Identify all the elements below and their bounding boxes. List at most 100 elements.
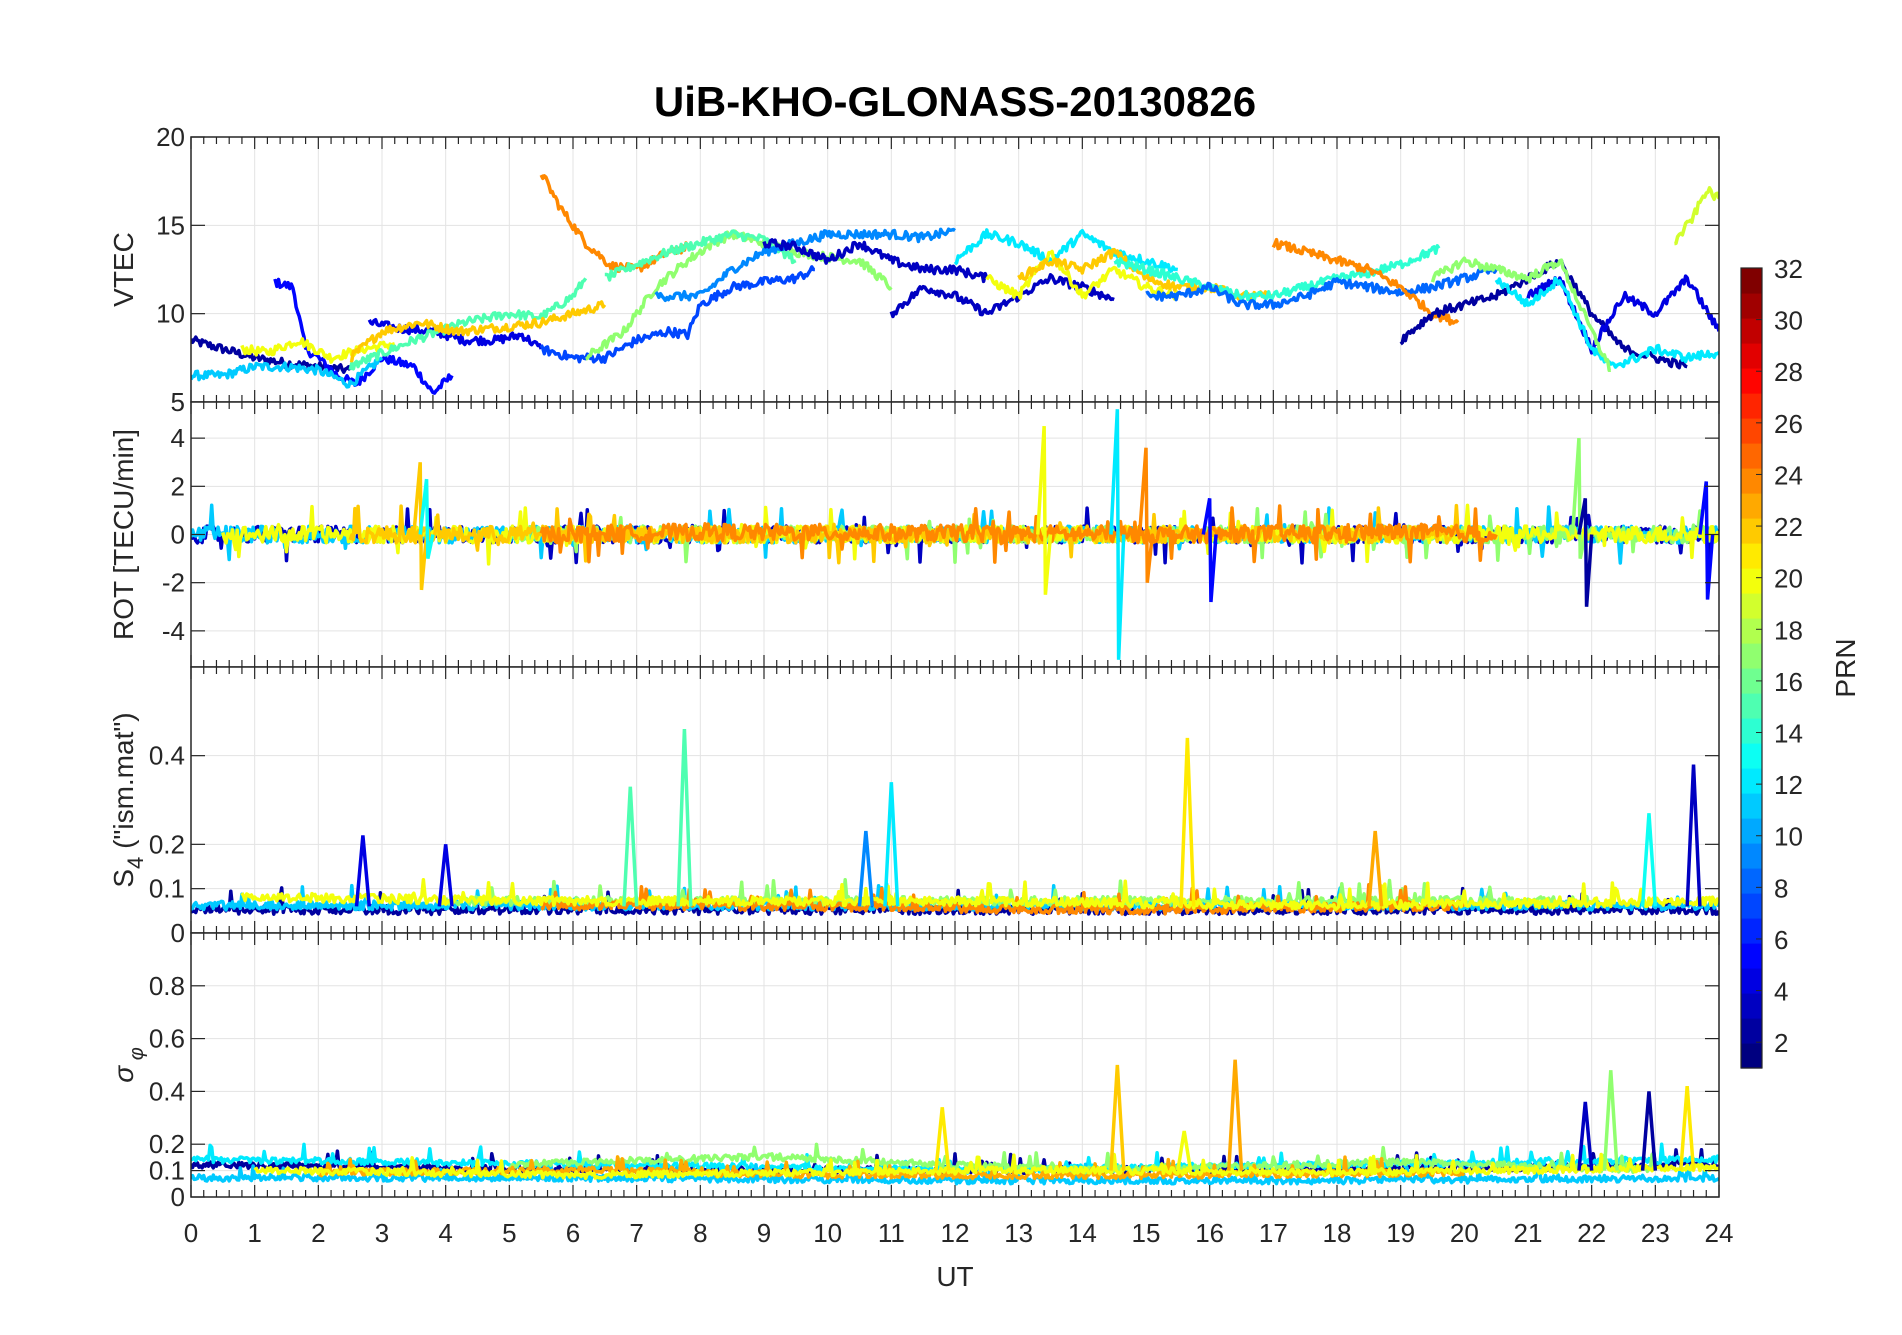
spike-prn-13 [418, 478, 435, 559]
y-tick-label: 10 [156, 299, 185, 329]
colorbar-swatch [1741, 593, 1762, 619]
y-tick-label: 0 [171, 520, 185, 550]
colorbar-tick-label: 14 [1774, 719, 1803, 749]
colorbar-swatch [1741, 618, 1762, 644]
series-line-prn-8 [1145, 266, 1498, 311]
series-line-prn-9 [654, 227, 956, 303]
y-tick-label: 0.1 [149, 1156, 185, 1186]
spike-prn-2 [1577, 498, 1594, 607]
x-tick-label: 23 [1641, 1218, 1670, 1248]
spike-prn-23 [1367, 830, 1384, 907]
x-tick-labels: 0 1 2 3 4 5 6 7 8 9 10 11 12 13 14 15 16 17 18 19 20 21 22 23 24 [184, 1218, 1734, 1248]
spike-prn-20 [1036, 425, 1053, 595]
series-line-prn-14 [1113, 244, 1441, 302]
series-line-prn-20 [253, 1152, 1719, 1181]
x-tick-label: 10 [813, 1218, 842, 1248]
colorbar-swatch [1741, 968, 1762, 994]
y-tick-label: 0.4 [149, 741, 185, 771]
y-tick-label: -4 [162, 616, 185, 646]
y-tick-label: 5 [171, 387, 185, 417]
colorbar-swatch [1741, 293, 1762, 319]
colorbar-swatch [1741, 543, 1762, 569]
x-tick-label: 11 [878, 1218, 905, 1248]
spike-prn-21 [1679, 1085, 1696, 1171]
x-tick-label: 24 [1705, 1218, 1734, 1248]
series-line-prn-19 [1674, 186, 1719, 246]
chart-title: UiB-KHO-GLONASS-20130826 [654, 78, 1256, 125]
colorbar-tick-label: 2 [1774, 1028, 1788, 1058]
series-line-prn-12 [953, 228, 1179, 274]
y-tick-label: 0 [171, 918, 185, 948]
spike-prn-12 [1109, 409, 1126, 660]
colorbar-swatch [1741, 368, 1762, 394]
x-tick-label: 19 [1386, 1218, 1415, 1248]
x-tick-label: 6 [566, 1218, 580, 1248]
y-tick-label: 0.4 [149, 1076, 185, 1106]
x-tick-label: 22 [1577, 1218, 1606, 1248]
colorbar-tick-label: 30 [1774, 306, 1803, 336]
spike-prn-5 [1201, 498, 1218, 603]
colorbar-swatch [1741, 768, 1762, 794]
colorbar-swatch [1741, 343, 1762, 369]
y-tick-label: 0.1 [149, 874, 185, 904]
series-group [191, 174, 1719, 395]
spike-prn-17 [1570, 438, 1588, 559]
y-tick-label: 20 [156, 122, 185, 152]
spike-prn-5 [1698, 481, 1715, 600]
x-tick-label: 18 [1323, 1218, 1352, 1248]
spike-prn-15 [676, 729, 693, 907]
colorbar-swatch [1741, 318, 1762, 344]
colorbar-swatch [1741, 1018, 1762, 1044]
y-axis-label: σ φ [108, 1047, 148, 1083]
series-line-prn-20 [985, 249, 1180, 301]
colorbar-swatch [1741, 793, 1762, 819]
spike-prn-22 [1109, 1064, 1126, 1171]
colorbar-swatch [1741, 568, 1762, 594]
colorbar-tick-label: 18 [1774, 615, 1803, 645]
y-tick-label: 0 [171, 1182, 185, 1212]
x-tick-label: 8 [693, 1218, 707, 1248]
spike-prn-12 [883, 782, 900, 907]
colorbar-swatch [1741, 868, 1762, 894]
colorbar-swatch [1741, 393, 1762, 419]
colorbar-tick-label: 24 [1774, 460, 1803, 490]
series-line-prn-24 [539, 504, 1498, 564]
colorbar-tick-label: 20 [1774, 564, 1803, 594]
series-line-prn-2 [191, 335, 352, 374]
x-tick-label: 9 [757, 1218, 771, 1248]
spike-prn-21 [934, 1107, 951, 1171]
y-tick-label: 0.8 [149, 971, 185, 1001]
x-tick-label: 7 [629, 1218, 643, 1248]
panel-2: -4 -2 0 2 4 ROT [TECU/min] [108, 401, 1720, 668]
series-line-prn-20 [240, 878, 1719, 912]
spike-prn-2 [1640, 1091, 1658, 1171]
y-tick-label: 0.6 [149, 1024, 185, 1054]
colorbar-swatch [1741, 743, 1762, 769]
colorbar-swatch [1741, 1043, 1762, 1069]
colorbar-tick-label: 16 [1774, 667, 1803, 697]
x-tick-label: 17 [1259, 1218, 1288, 1248]
series-group [191, 729, 1719, 917]
x-axis-label: UT [936, 1261, 973, 1292]
colorbar-swatch [1741, 268, 1762, 294]
colorbar-tick-label: 26 [1774, 409, 1803, 439]
colorbar-tick-label: 10 [1774, 822, 1803, 852]
y-tick-label: 0.2 [149, 1129, 185, 1159]
spike-prn-24 [1137, 447, 1155, 583]
series-line-prn-4 [1526, 274, 1719, 355]
series-line-prn-5 [273, 277, 454, 395]
colorbar-swatch [1741, 693, 1762, 719]
panel-4: 00.10.2 0.4 0.6 0.8 σ φ [108, 932, 1720, 1212]
spike-prn-13 [1640, 813, 1658, 907]
colorbar-swatch [1741, 643, 1762, 669]
colorbar-tick-label: 22 [1774, 512, 1803, 542]
y-tick-label: 15 [156, 210, 185, 240]
colorbar-swatch [1741, 668, 1762, 694]
series-line-prn-15 [604, 229, 797, 282]
y-tick-label: 4 [171, 423, 185, 453]
x-tick-label: 5 [502, 1218, 516, 1248]
series-line-prn-3 [762, 238, 989, 284]
spike-prn-15 [622, 786, 639, 907]
